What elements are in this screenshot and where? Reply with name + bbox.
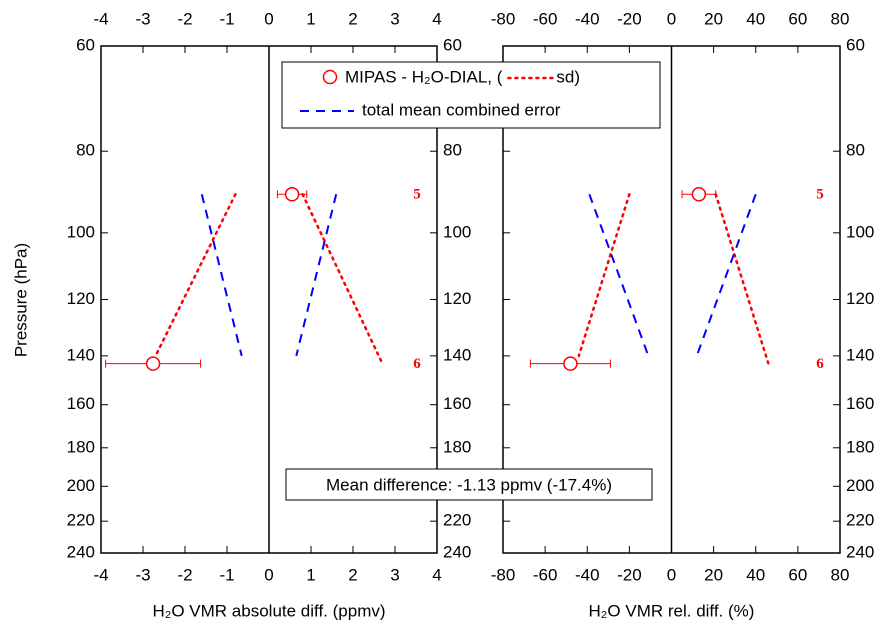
y-tick-label: 140 [846,345,874,364]
x-tick-label: -60 [533,565,558,584]
x-tick-label: 3 [390,565,399,584]
y-tick-label: 140 [67,345,95,364]
annotation: Mean difference: -1.13 ppmv (-17.4%) [326,475,612,494]
level-label: 6 [816,356,824,372]
data-point [691,187,707,202]
x-tick-label: 40 [746,565,765,584]
legend-label: sd) [556,67,580,86]
y-tick-label: 220 [67,511,95,530]
x-top-tick-label: 20 [704,9,723,28]
x-top-tick-label: 4 [432,9,441,28]
x-top-tick-label: -40 [575,9,600,28]
y-tick-label: 200 [67,476,95,495]
x-top-tick-label: -80 [491,9,516,28]
x-axis-title: H₂O VMR absolute diff. (ppmv) [152,601,385,620]
x-top-tick-label: 2 [348,9,357,28]
y-tick-label: 180 [846,437,874,456]
y-tick-label: 100 [67,222,95,241]
x-tick-label: -4 [93,565,108,584]
x-top-tick-label: -4 [93,9,108,28]
x-top-tick-label: 60 [788,9,807,28]
x-top-tick-label: -60 [533,9,558,28]
y-axis-title: Pressure (hPa) [11,243,30,357]
y-tick-label: 240 [846,542,874,561]
x-tick-label: 4 [432,565,441,584]
y-tick-label: 160 [67,394,95,413]
annotation-box [285,468,653,501]
y-tick-label: 240 [443,542,471,561]
series-line [154,193,384,365]
y-tick-label: 140 [443,345,471,364]
legend-box [281,61,661,129]
y-tick-label: 120 [67,289,95,308]
legend-marker [322,69,338,85]
y-tick-label: 80 [76,141,95,160]
x-top-tick-label: -1 [219,9,234,28]
x-top-tick-label: 40 [746,9,765,28]
x-tick-label: 80 [831,565,850,584]
x-tick-label: -40 [575,565,600,584]
level-label: 5 [413,187,421,203]
data-point [145,356,161,371]
y-tick-label: 80 [846,141,865,160]
y-tick-label: 240 [67,542,95,561]
y-tick-label: 120 [443,289,471,308]
y-tick-label: 100 [443,222,471,241]
x-tick-label: 0 [667,565,676,584]
x-tick-label: -80 [491,565,516,584]
x-tick-label: 2 [348,565,357,584]
y-tick-label: 60 [76,35,95,54]
y-tick-label: 180 [443,437,471,456]
x-tick-label: 1 [306,565,315,584]
x-tick-label: -20 [617,565,642,584]
y-tick-label: 180 [67,437,95,456]
y-tick-label: 200 [846,476,874,495]
data-point [563,356,578,371]
level-label: 5 [816,187,824,203]
y-tick-label: 80 [443,141,462,160]
x-top-tick-label: -2 [177,9,192,28]
x-tick-label: -3 [135,565,150,584]
x-top-tick-label: 3 [390,9,399,28]
x-top-tick-label: 80 [831,9,850,28]
x-top-tick-label: 0 [667,9,676,28]
legend-label: total mean combined error [362,100,561,119]
x-tick-label: 20 [704,565,723,584]
series-line [200,194,338,357]
x-top-tick-label: 0 [264,9,273,28]
y-tick-label: 120 [846,289,874,308]
level-label: 6 [413,356,421,372]
x-tick-label: 0 [264,565,273,584]
x-tick-label: 60 [788,565,807,584]
legend-label: MIPAS - H₂O-DIAL, ( [345,67,503,86]
y-tick-label: 60 [846,35,865,54]
series-line [577,193,770,365]
y-tick-label: 160 [443,394,471,413]
x-top-tick-label: -20 [617,9,642,28]
x-tick-label: -1 [219,565,234,584]
x-tick-label: -2 [177,565,192,584]
series-line [588,193,757,357]
y-tick-label: 100 [846,222,874,241]
y-tick-label: 220 [846,511,874,530]
x-top-tick-label: 1 [306,9,315,28]
y-tick-label: 220 [443,511,471,530]
data-point [284,187,300,202]
x-top-tick-label: -3 [135,9,150,28]
x-axis-title: H₂O VMR rel. diff. (%) [589,601,755,620]
y-tick-label: 60 [443,35,462,54]
y-tick-label: 160 [846,394,874,413]
